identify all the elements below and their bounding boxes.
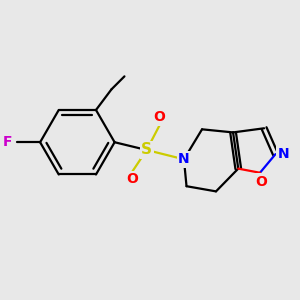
Text: S: S [141,142,152,158]
Text: O: O [255,175,267,189]
Text: F: F [3,135,12,149]
Text: N: N [178,152,190,166]
Text: N: N [278,147,289,161]
Text: O: O [126,172,138,187]
Text: O: O [154,110,166,124]
